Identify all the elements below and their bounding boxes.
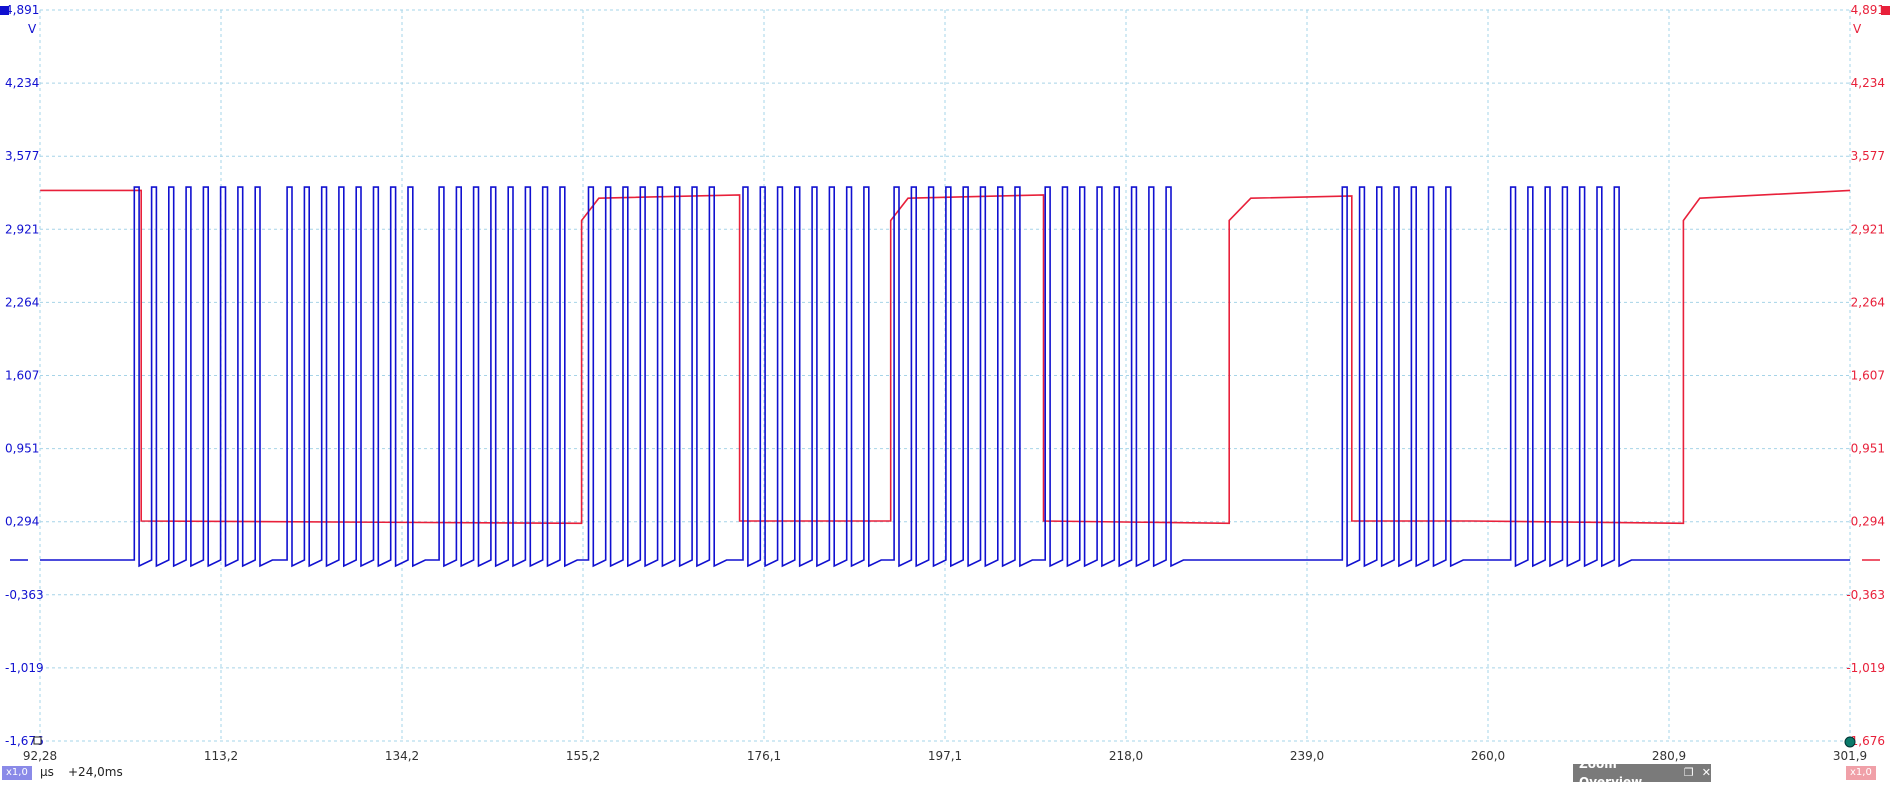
traces [40, 186, 1851, 568]
y-tick-label-left: 0,294 [5, 515, 39, 529]
y-tick-label-left: 1,607 [5, 369, 39, 383]
y-tick-label-left: 2,264 [5, 295, 39, 309]
y-tick-label-right: -1,019 [1846, 661, 1885, 675]
time-offset-label: +24,0ms [68, 765, 123, 779]
channel-a-top-marker [0, 6, 9, 15]
x-tick-label: 134,2 [385, 749, 419, 763]
y-tick-label-left: -1,019 [5, 661, 44, 675]
x-tick-label: 197,1 [928, 749, 962, 763]
restore-icon[interactable]: ❐ [1683, 766, 1694, 779]
channel-a-scale-badge[interactable]: x1,0 [2, 766, 32, 780]
y-tick-label-right: 4,234 [1851, 76, 1885, 90]
right-y-axis: 4,891 4,234 3,577 2,921 2,264 1,607 0,951 0,294… [1846, 3, 1885, 748]
y-tick-label-left: -0,363 [5, 588, 44, 602]
y-tick-label-right: 4,891 [1851, 3, 1885, 17]
status-bar: x1,0 µs +24,0ms Zoom Overview ❐ ✕ x1,0 [0, 757, 1890, 789]
y-tick-label-right: 3,577 [1851, 149, 1885, 163]
channel-b-trace [40, 189, 1851, 525]
y-tick-label-left: 4,234 [5, 76, 39, 90]
y-tick-label-right: -1,676 [1846, 734, 1885, 748]
y-tick-label-right: 0,294 [1851, 515, 1885, 529]
y-tick-label-left: 4,891 [5, 3, 39, 17]
x-tick-label: 239,0 [1290, 749, 1324, 763]
grid [39, 9, 1851, 742]
channel-b-top-marker [1881, 6, 1890, 15]
zoom-overview-panel[interactable]: Zoom Overview ❐ ✕ [1573, 757, 1711, 789]
x-tick-label: 155,2 [566, 749, 600, 763]
close-icon[interactable]: ✕ [1701, 766, 1711, 779]
left-y-axis: 4,891 4,234 3,577 2,921 2,264 1,607 0,951 0,294… [5, 3, 44, 748]
y-tick-label-left: 0,951 [5, 442, 39, 456]
channel-b-scale-badge[interactable]: x1,0 [1846, 766, 1876, 780]
x-end-marker [1844, 736, 1856, 748]
y-tick-label-right: 2,264 [1851, 295, 1885, 309]
zoom-overview-title: Zoom Overview [1579, 757, 1643, 789]
x-tick-label: 280,9 [1652, 749, 1686, 763]
time-unit-label: µs [40, 765, 54, 779]
x-tick-label: 301,9 [1833, 749, 1867, 763]
y-tick-label-right: 0,951 [1851, 442, 1885, 456]
x-tick-label: 218,0 [1109, 749, 1143, 763]
y-tick-label-right: 2,921 [1851, 222, 1885, 236]
y-tick-label-right: 1,607 [1851, 369, 1885, 383]
y-unit-label-right: V [1853, 22, 1862, 36]
y-unit-label-left: V [28, 22, 37, 36]
y-tick-label-left: 2,921 [5, 222, 39, 236]
channel-a-trace [40, 186, 1850, 568]
x-axis: 92,28 113,2 134,2 155,2 176,1 197,1 218,0 239,0… [23, 749, 1867, 763]
x-tick-label: 260,0 [1471, 749, 1505, 763]
y-tick-label-left: 3,577 [5, 149, 39, 163]
markers [0, 6, 1890, 748]
y-tick-label-right: -0,363 [1846, 588, 1885, 602]
x-tick-label: 176,1 [747, 749, 781, 763]
x-tick-label: 113,2 [204, 749, 238, 763]
x-start-marker [33, 736, 42, 745]
x-tick-label: 92,28 [23, 749, 57, 763]
